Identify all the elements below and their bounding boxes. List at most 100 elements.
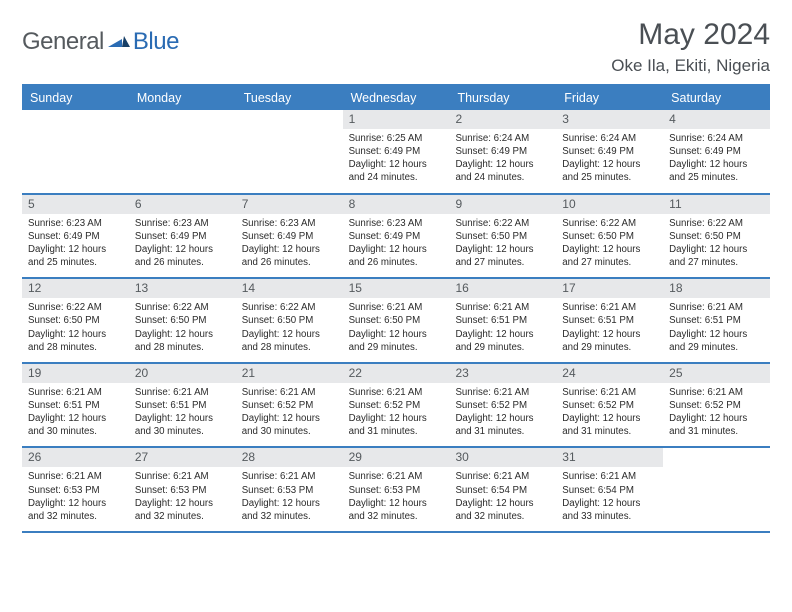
day-body: Sunrise: 6:23 AMSunset: 6:49 PMDaylight:… xyxy=(22,214,129,277)
week-row: 5Sunrise: 6:23 AMSunset: 6:49 PMDaylight… xyxy=(22,195,770,280)
day-body: Sunrise: 6:21 AMSunset: 6:53 PMDaylight:… xyxy=(236,467,343,530)
day-number: 13 xyxy=(129,279,236,298)
day-number: 27 xyxy=(129,448,236,467)
dow-cell: Wednesday xyxy=(343,86,450,110)
daylight-line: Daylight: 12 hours and 26 minutes. xyxy=(242,243,337,269)
day-body xyxy=(663,467,770,525)
day-body: Sunrise: 6:21 AMSunset: 6:52 PMDaylight:… xyxy=(343,383,450,446)
sunset-line: Sunset: 6:50 PM xyxy=(135,314,230,327)
day-number: 30 xyxy=(449,448,556,467)
daylight-line: Daylight: 12 hours and 29 minutes. xyxy=(455,328,550,354)
sunrise-line: Sunrise: 6:22 AM xyxy=(669,217,764,230)
day-cell: 27Sunrise: 6:21 AMSunset: 6:53 PMDayligh… xyxy=(129,448,236,531)
day-number: 28 xyxy=(236,448,343,467)
day-cell: 21Sunrise: 6:21 AMSunset: 6:52 PMDayligh… xyxy=(236,364,343,447)
daylight-line: Daylight: 12 hours and 32 minutes. xyxy=(135,497,230,523)
daylight-line: Daylight: 12 hours and 30 minutes. xyxy=(242,412,337,438)
day-cell: 15Sunrise: 6:21 AMSunset: 6:50 PMDayligh… xyxy=(343,279,450,362)
week-row: 1Sunrise: 6:25 AMSunset: 6:49 PMDaylight… xyxy=(22,110,770,195)
day-cell: 9Sunrise: 6:22 AMSunset: 6:50 PMDaylight… xyxy=(449,195,556,278)
daylight-line: Daylight: 12 hours and 31 minutes. xyxy=(669,412,764,438)
day-body: Sunrise: 6:24 AMSunset: 6:49 PMDaylight:… xyxy=(663,129,770,192)
sunset-line: Sunset: 6:49 PM xyxy=(135,230,230,243)
day-cell: 3Sunrise: 6:24 AMSunset: 6:49 PMDaylight… xyxy=(556,110,663,193)
day-cell: 25Sunrise: 6:21 AMSunset: 6:52 PMDayligh… xyxy=(663,364,770,447)
day-number: 6 xyxy=(129,195,236,214)
sunset-line: Sunset: 6:49 PM xyxy=(562,145,657,158)
sunrise-line: Sunrise: 6:21 AM xyxy=(135,386,230,399)
dow-cell: Saturday xyxy=(663,86,770,110)
day-cell xyxy=(236,110,343,193)
sunset-line: Sunset: 6:49 PM xyxy=(349,230,444,243)
daylight-line: Daylight: 12 hours and 25 minutes. xyxy=(669,158,764,184)
sunrise-line: Sunrise: 6:23 AM xyxy=(242,217,337,230)
day-body: Sunrise: 6:25 AMSunset: 6:49 PMDaylight:… xyxy=(343,129,450,192)
sunset-line: Sunset: 6:51 PM xyxy=(562,314,657,327)
day-number xyxy=(129,110,236,129)
sunrise-line: Sunrise: 6:21 AM xyxy=(242,386,337,399)
daylight-line: Daylight: 12 hours and 25 minutes. xyxy=(28,243,123,269)
dow-header-row: SundayMondayTuesdayWednesdayThursdayFrid… xyxy=(22,86,770,110)
day-body: Sunrise: 6:21 AMSunset: 6:51 PMDaylight:… xyxy=(129,383,236,446)
sunrise-line: Sunrise: 6:21 AM xyxy=(669,386,764,399)
day-number: 22 xyxy=(343,364,450,383)
daylight-line: Daylight: 12 hours and 32 minutes. xyxy=(242,497,337,523)
daylight-line: Daylight: 12 hours and 33 minutes. xyxy=(562,497,657,523)
daylight-line: Daylight: 12 hours and 31 minutes. xyxy=(455,412,550,438)
day-cell: 12Sunrise: 6:22 AMSunset: 6:50 PMDayligh… xyxy=(22,279,129,362)
day-cell xyxy=(129,110,236,193)
sunset-line: Sunset: 6:51 PM xyxy=(28,399,123,412)
daylight-line: Daylight: 12 hours and 27 minutes. xyxy=(455,243,550,269)
daylight-line: Daylight: 12 hours and 30 minutes. xyxy=(28,412,123,438)
day-body: Sunrise: 6:21 AMSunset: 6:51 PMDaylight:… xyxy=(22,383,129,446)
dow-cell: Sunday xyxy=(22,86,129,110)
day-body: Sunrise: 6:23 AMSunset: 6:49 PMDaylight:… xyxy=(343,214,450,277)
day-cell: 16Sunrise: 6:21 AMSunset: 6:51 PMDayligh… xyxy=(449,279,556,362)
sunset-line: Sunset: 6:49 PM xyxy=(455,145,550,158)
day-cell: 28Sunrise: 6:21 AMSunset: 6:53 PMDayligh… xyxy=(236,448,343,531)
day-cell: 5Sunrise: 6:23 AMSunset: 6:49 PMDaylight… xyxy=(22,195,129,278)
day-number: 19 xyxy=(22,364,129,383)
sunset-line: Sunset: 6:53 PM xyxy=(349,484,444,497)
day-number: 14 xyxy=(236,279,343,298)
day-cell: 20Sunrise: 6:21 AMSunset: 6:51 PMDayligh… xyxy=(129,364,236,447)
day-number: 1 xyxy=(343,110,450,129)
day-number: 18 xyxy=(663,279,770,298)
day-cell xyxy=(22,110,129,193)
sunrise-line: Sunrise: 6:21 AM xyxy=(455,386,550,399)
sunrise-line: Sunrise: 6:23 AM xyxy=(349,217,444,230)
day-body: Sunrise: 6:21 AMSunset: 6:53 PMDaylight:… xyxy=(343,467,450,530)
day-body: Sunrise: 6:22 AMSunset: 6:50 PMDaylight:… xyxy=(22,298,129,361)
day-body: Sunrise: 6:21 AMSunset: 6:52 PMDaylight:… xyxy=(556,383,663,446)
sunrise-line: Sunrise: 6:21 AM xyxy=(349,386,444,399)
header-row: General Blue May 2024 Oke Ila, Ekiti, Ni… xyxy=(22,18,770,76)
day-body: Sunrise: 6:21 AMSunset: 6:50 PMDaylight:… xyxy=(343,298,450,361)
sunset-line: Sunset: 6:52 PM xyxy=(669,399,764,412)
sunset-line: Sunset: 6:50 PM xyxy=(669,230,764,243)
daylight-line: Daylight: 12 hours and 29 minutes. xyxy=(669,328,764,354)
sunset-line: Sunset: 6:49 PM xyxy=(349,145,444,158)
day-cell: 13Sunrise: 6:22 AMSunset: 6:50 PMDayligh… xyxy=(129,279,236,362)
day-cell: 7Sunrise: 6:23 AMSunset: 6:49 PMDaylight… xyxy=(236,195,343,278)
day-number: 4 xyxy=(663,110,770,129)
daylight-line: Daylight: 12 hours and 32 minutes. xyxy=(455,497,550,523)
day-body: Sunrise: 6:21 AMSunset: 6:54 PMDaylight:… xyxy=(556,467,663,530)
day-number: 7 xyxy=(236,195,343,214)
sunset-line: Sunset: 6:49 PM xyxy=(28,230,123,243)
day-cell: 24Sunrise: 6:21 AMSunset: 6:52 PMDayligh… xyxy=(556,364,663,447)
week-row: 26Sunrise: 6:21 AMSunset: 6:53 PMDayligh… xyxy=(22,448,770,533)
sunrise-line: Sunrise: 6:21 AM xyxy=(562,386,657,399)
sunrise-line: Sunrise: 6:22 AM xyxy=(135,301,230,314)
day-body xyxy=(236,129,343,187)
sunrise-line: Sunrise: 6:24 AM xyxy=(562,132,657,145)
sunset-line: Sunset: 6:51 PM xyxy=(455,314,550,327)
sunrise-line: Sunrise: 6:21 AM xyxy=(135,470,230,483)
day-cell xyxy=(663,448,770,531)
day-cell: 26Sunrise: 6:21 AMSunset: 6:53 PMDayligh… xyxy=(22,448,129,531)
day-number xyxy=(22,110,129,129)
week-row: 12Sunrise: 6:22 AMSunset: 6:50 PMDayligh… xyxy=(22,279,770,364)
sunrise-line: Sunrise: 6:21 AM xyxy=(28,470,123,483)
day-number: 11 xyxy=(663,195,770,214)
day-body xyxy=(22,129,129,187)
day-cell: 14Sunrise: 6:22 AMSunset: 6:50 PMDayligh… xyxy=(236,279,343,362)
